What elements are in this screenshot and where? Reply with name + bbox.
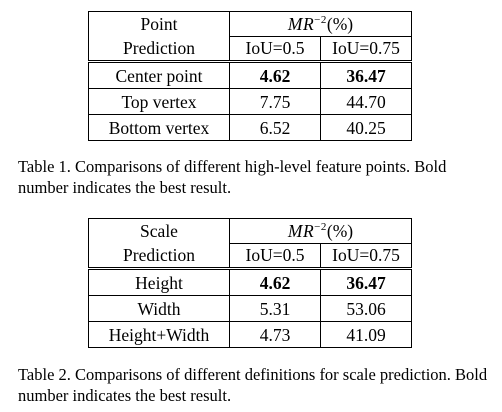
metric-exponent: −2: [314, 220, 327, 233]
row-label: Top vertex: [88, 88, 230, 115]
metric-unit: (%): [326, 13, 354, 34]
scale-prediction-table: Scale MR−2(%) Prediction IoU=0.5 IoU=0.7…: [88, 218, 413, 348]
row-value-iou-075: 36.47: [320, 60, 413, 89]
header-cell-col1: Point: [88, 11, 230, 36]
row-value-iou-075: 41.09: [320, 321, 413, 348]
row-value-iou-05: 4.62: [229, 60, 321, 89]
table-row: Top vertex 7.75 44.70: [88, 88, 413, 115]
row-label: Width: [88, 295, 230, 322]
metric-exponent: −2: [314, 13, 327, 26]
row-label: Height+Width: [88, 321, 230, 348]
row-value-iou-075: 36.47: [320, 267, 413, 296]
table-header-row: Point MR−2(%): [88, 11, 413, 36]
row-value-iou-075: 40.25: [320, 114, 413, 141]
table-2-caption: Table 2. Comparisons of different defini…: [18, 365, 488, 405]
row-value-iou-05: 7.75: [229, 88, 321, 115]
metric-unit: (%): [326, 220, 354, 241]
table-header-row: Scale MR−2(%): [88, 218, 413, 243]
row-label: Bottom vertex: [88, 114, 230, 141]
subheader-iou-075: IoU=0.75: [320, 35, 413, 62]
row-value-iou-075: 44.70: [320, 88, 413, 115]
feature-points-table: Point MR−2(%) Prediction IoU=0.5 IoU=0.7…: [88, 11, 413, 141]
row-value-iou-05: 4.73: [229, 321, 321, 348]
subheader-iou-05: IoU=0.5: [229, 242, 321, 269]
table-subheader-row: Prediction IoU=0.5 IoU=0.75: [88, 35, 413, 62]
row-label: Height: [88, 267, 230, 296]
metric-header: MR−2(%): [229, 11, 413, 36]
row-value-iou-05: 6.52: [229, 114, 321, 141]
header-cell-col1-line2: Prediction: [88, 243, 230, 269]
table-row: Center point 4.62 36.47: [88, 60, 413, 89]
metric-base: MR: [287, 220, 315, 241]
table-subheader-row: Prediction IoU=0.5 IoU=0.75: [88, 242, 413, 269]
table-row: Width 5.31 53.06: [88, 295, 413, 322]
metric-header: MR−2(%): [229, 218, 413, 243]
subheader-iou-05: IoU=0.5: [229, 35, 321, 62]
table-1-caption: Table 1. Comparisons of different high-l…: [18, 157, 447, 197]
table-row: Height+Width 4.73 41.09: [88, 321, 413, 348]
row-label: Center point: [88, 60, 230, 89]
row-value-iou-05: 5.31: [229, 295, 321, 322]
header-cell-col1-line2: Prediction: [88, 36, 230, 62]
subheader-iou-075: IoU=0.75: [320, 242, 413, 269]
table-row: Height 4.62 36.47: [88, 267, 413, 296]
row-value-iou-075: 53.06: [320, 295, 413, 322]
header-cell-col1: Scale: [88, 218, 230, 243]
metric-base: MR: [287, 13, 315, 34]
table-row: Bottom vertex 6.52 40.25: [88, 114, 413, 141]
row-value-iou-05: 4.62: [229, 267, 321, 296]
